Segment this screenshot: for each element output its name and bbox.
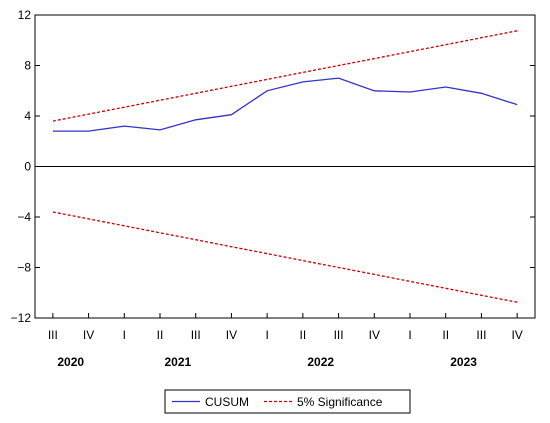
x-tick-label: II bbox=[442, 328, 449, 342]
x-tick-label: III bbox=[476, 328, 486, 342]
series-layer bbox=[52, 30, 518, 303]
x-tick-label: I bbox=[265, 328, 268, 342]
x-tick-label: IV bbox=[369, 328, 380, 342]
x-year-label: 2022 bbox=[307, 355, 334, 369]
y-tick-label: 12 bbox=[18, 8, 32, 22]
x-tick-label: I bbox=[408, 328, 411, 342]
y-axis: 12 8 4 0 −4 −8 −12 bbox=[11, 8, 535, 325]
x-tick-label: II bbox=[157, 328, 164, 342]
x-tick-label: IV bbox=[226, 328, 237, 342]
legend-box bbox=[164, 389, 411, 414]
legend-label-cusum: CUSUM bbox=[205, 395, 249, 409]
legend-label-significance: 5% Significance bbox=[297, 395, 383, 409]
y-tick-label: 8 bbox=[24, 59, 31, 73]
x-year-label: 2021 bbox=[165, 355, 192, 369]
series-line-5-significance-upper bbox=[52, 30, 518, 122]
x-year-label: 2020 bbox=[57, 355, 84, 369]
x-tick-label: I bbox=[123, 328, 126, 342]
x-tick-label: IV bbox=[511, 328, 522, 342]
series-line-5-significance-lower bbox=[52, 211, 518, 303]
series-line-cusum bbox=[52, 77, 518, 132]
y-tick-label: −8 bbox=[17, 261, 31, 275]
y-tick-label: −4 bbox=[17, 210, 31, 224]
legend: CUSUM 5% Significance bbox=[164, 389, 411, 414]
y-tick-label: 4 bbox=[24, 109, 31, 123]
y-tick-label: 0 bbox=[24, 160, 31, 174]
x-tick-label: III bbox=[48, 328, 58, 342]
x-tick-label: III bbox=[191, 328, 201, 342]
x-tick-label: III bbox=[334, 328, 344, 342]
y-tick-label: −12 bbox=[11, 311, 32, 325]
x-tick-label: II bbox=[300, 328, 307, 342]
x-year-label: 2023 bbox=[450, 355, 477, 369]
x-tick-label: IV bbox=[83, 328, 94, 342]
